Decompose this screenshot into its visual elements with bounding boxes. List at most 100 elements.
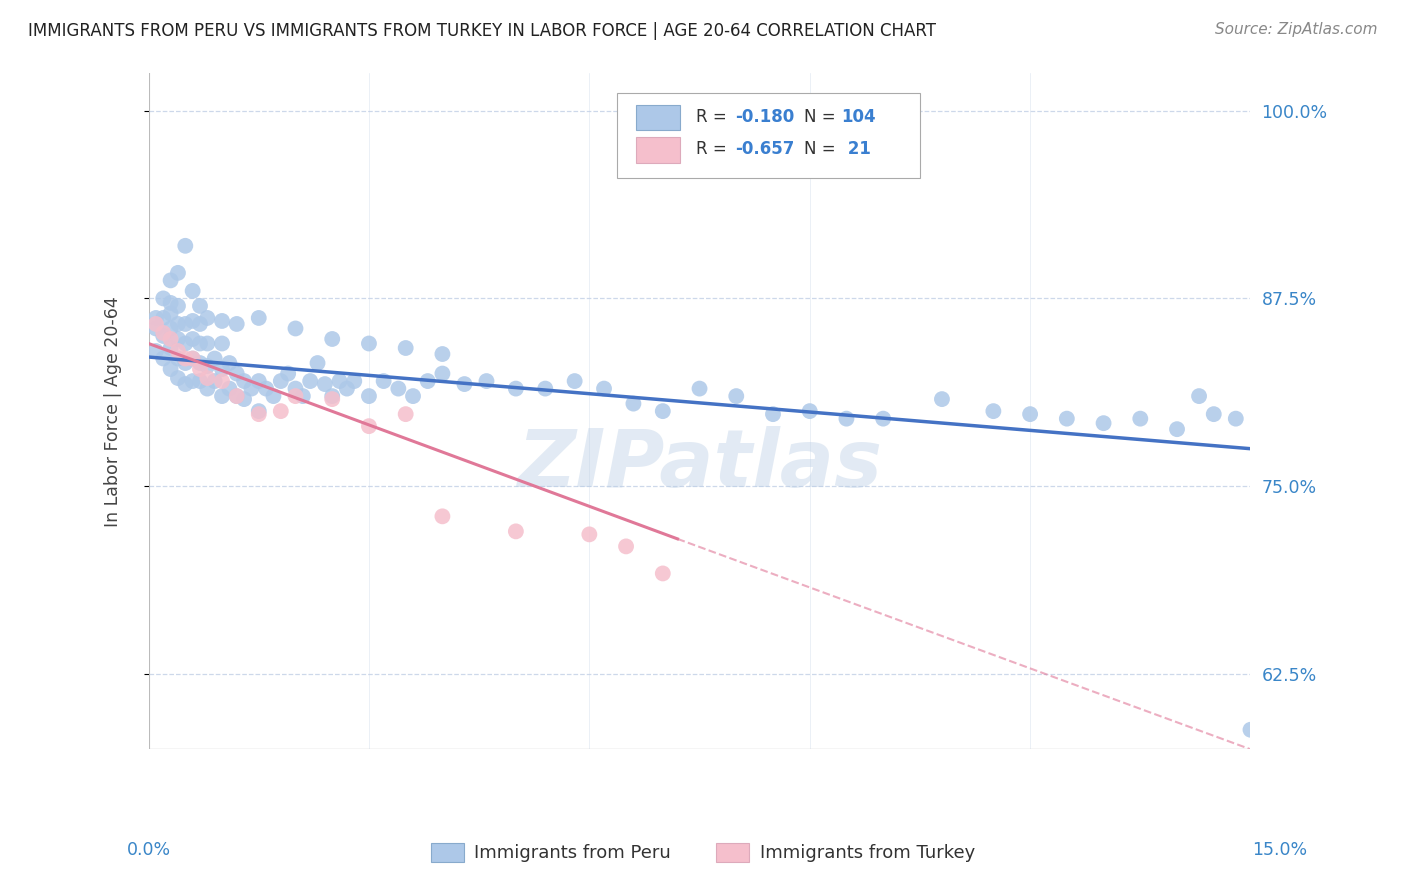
Point: [651, 566, 673, 581]
Point: [357, 336, 380, 351]
Point: [387, 382, 409, 396]
Point: [299, 374, 322, 388]
Point: [564, 374, 586, 388]
Point: [159, 273, 181, 287]
Point: [1225, 411, 1247, 425]
Point: [254, 382, 277, 396]
Point: [593, 382, 616, 396]
Text: 0.0%: 0.0%: [127, 841, 170, 859]
Point: [314, 377, 336, 392]
Point: [181, 351, 204, 366]
Point: [357, 389, 380, 403]
Point: [270, 404, 292, 418]
Point: [211, 362, 233, 376]
Text: Source: ZipAtlas.com: Source: ZipAtlas.com: [1215, 22, 1378, 37]
Point: [1092, 416, 1115, 430]
Point: [204, 374, 226, 388]
Point: [211, 374, 233, 388]
Point: [432, 509, 454, 524]
Text: N =: N =: [804, 108, 841, 126]
Text: -0.657: -0.657: [735, 140, 794, 159]
Y-axis label: In Labor Force | Age 20-64: In Labor Force | Age 20-64: [104, 296, 122, 526]
Point: [225, 389, 247, 403]
Point: [321, 389, 343, 403]
FancyBboxPatch shape: [617, 94, 920, 178]
Point: [395, 407, 418, 421]
Point: [181, 314, 204, 328]
Point: [247, 404, 270, 418]
Point: [167, 317, 190, 331]
Point: [181, 284, 204, 298]
Point: [240, 382, 263, 396]
Point: [284, 321, 307, 335]
Text: -0.180: -0.180: [735, 108, 794, 126]
Text: R =: R =: [696, 108, 733, 126]
Point: [284, 389, 307, 403]
Point: [211, 389, 233, 403]
Point: [195, 371, 218, 385]
Text: ZIPatlas: ZIPatlas: [517, 426, 882, 504]
Point: [799, 404, 821, 418]
Point: [416, 374, 439, 388]
Point: [505, 382, 527, 396]
Point: [872, 411, 894, 425]
Point: [174, 317, 197, 331]
Point: [402, 389, 425, 403]
Point: [321, 332, 343, 346]
Point: [152, 351, 174, 366]
Point: [195, 310, 218, 325]
Point: [505, 524, 527, 539]
Point: [623, 396, 645, 410]
Point: [329, 374, 352, 388]
Point: [247, 407, 270, 421]
Point: [1019, 407, 1042, 421]
Point: [432, 367, 454, 381]
Point: [152, 326, 174, 340]
Point: [152, 329, 174, 343]
Point: [578, 527, 600, 541]
Point: [188, 317, 211, 331]
Point: [307, 356, 329, 370]
Point: [145, 321, 167, 335]
Point: [159, 341, 181, 355]
Point: [188, 299, 211, 313]
Point: [689, 382, 711, 396]
Point: [1188, 389, 1211, 403]
Point: [284, 382, 307, 396]
Text: IMMIGRANTS FROM PERU VS IMMIGRANTS FROM TURKEY IN LABOR FORCE | AGE 20-64 CORREL: IMMIGRANTS FROM PERU VS IMMIGRANTS FROM …: [28, 22, 936, 40]
Point: [188, 374, 211, 388]
Point: [167, 371, 190, 385]
Point: [225, 389, 247, 403]
Point: [835, 411, 858, 425]
Point: [167, 266, 190, 280]
Point: [233, 392, 256, 406]
Point: [651, 404, 673, 418]
Point: [174, 377, 197, 392]
Text: N =: N =: [804, 140, 841, 159]
Point: [432, 347, 454, 361]
Point: [152, 310, 174, 325]
Point: [614, 540, 637, 554]
Point: [475, 374, 498, 388]
FancyBboxPatch shape: [636, 104, 679, 130]
Point: [181, 332, 204, 346]
Point: [159, 296, 181, 310]
Text: R =: R =: [696, 140, 733, 159]
Point: [167, 299, 190, 313]
Point: [725, 389, 748, 403]
Point: [762, 407, 785, 421]
Point: [931, 392, 953, 406]
Point: [270, 374, 292, 388]
Point: [159, 362, 181, 376]
Point: [357, 419, 380, 434]
Point: [1056, 411, 1078, 425]
Point: [247, 374, 270, 388]
Point: [247, 310, 270, 325]
Point: [152, 292, 174, 306]
Point: [145, 344, 167, 359]
Point: [336, 382, 359, 396]
Point: [159, 306, 181, 320]
Point: [534, 382, 557, 396]
Point: [167, 351, 190, 366]
Point: [343, 374, 366, 388]
